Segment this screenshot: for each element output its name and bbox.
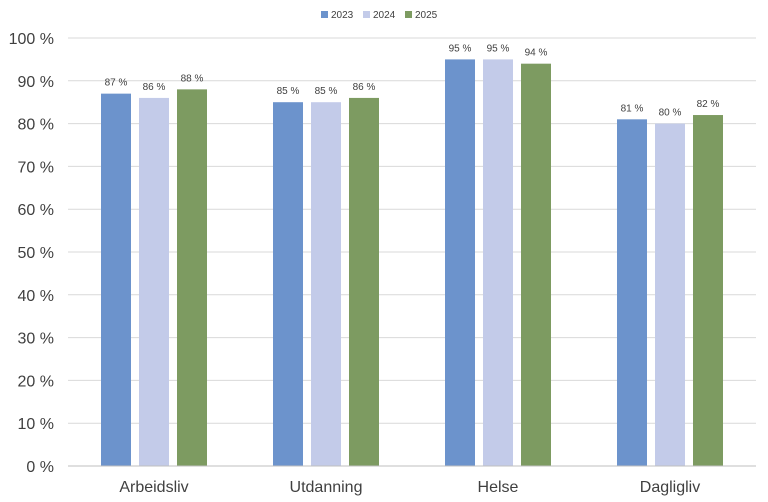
x-category-label: Dagligliv (640, 479, 700, 496)
bar (521, 63, 551, 467)
y-tick-label: 10 % (18, 416, 54, 433)
data-label: 85 % (315, 86, 338, 97)
x-category-label: Arbeidsliv (119, 479, 188, 496)
data-label: 85 % (277, 86, 300, 97)
y-tick-label: 70 % (18, 159, 54, 176)
bar (445, 59, 475, 467)
data-label: 86 % (143, 82, 166, 93)
x-axis-categories: Arbeidsliv Utdanning Helse Dagligliv (119, 479, 700, 496)
data-label: 94 % (525, 48, 548, 59)
y-tick-label: 0 % (26, 459, 54, 476)
legend: 2023 2024 2025 (321, 10, 438, 21)
bar (483, 59, 513, 467)
y-tick-label: 20 % (18, 373, 54, 390)
bars (101, 59, 723, 467)
y-tick-label: 60 % (18, 202, 54, 219)
bar (693, 115, 723, 466)
bar (349, 97, 379, 467)
data-label: 88 % (181, 73, 204, 84)
bar (655, 123, 685, 466)
bar (177, 89, 207, 467)
y-tick-label: 50 % (18, 245, 54, 262)
legend-label: 2025 (415, 10, 438, 21)
legend-swatch (321, 11, 328, 18)
data-labels: 87 % 86 % 88 % 85 % 85 % 86 % 95 % 95 % 94 % 81 %… (105, 43, 720, 118)
y-tick-label: 100 % (9, 31, 54, 48)
legend-swatch (405, 11, 412, 18)
y-axis-ticks: 0 % 10 % 20 % 30 % 40 % 50 % 60 % 70 % 80 % 90 % 1… (9, 31, 54, 476)
data-label: 82 % (697, 99, 720, 110)
bar (101, 93, 131, 466)
y-tick-label: 80 % (18, 117, 54, 134)
y-tick-label: 30 % (18, 331, 54, 348)
y-tick-label: 40 % (18, 288, 54, 305)
x-category-label: Helse (478, 479, 519, 496)
bar (311, 102, 341, 466)
legend-label: 2023 (331, 10, 354, 21)
data-label: 95 % (487, 43, 510, 54)
data-label: 95 % (449, 43, 472, 54)
bar (273, 102, 303, 466)
x-category-label: Utdanning (290, 479, 363, 496)
data-label: 81 % (621, 103, 644, 114)
bar (139, 97, 169, 467)
bar (617, 119, 647, 466)
gridlines (68, 37, 756, 424)
data-label: 87 % (105, 78, 128, 89)
legend-swatch (363, 11, 370, 18)
y-tick-label: 90 % (18, 74, 54, 91)
data-label: 80 % (659, 108, 682, 119)
legend-label: 2024 (373, 10, 396, 21)
data-label: 86 % (353, 82, 376, 93)
